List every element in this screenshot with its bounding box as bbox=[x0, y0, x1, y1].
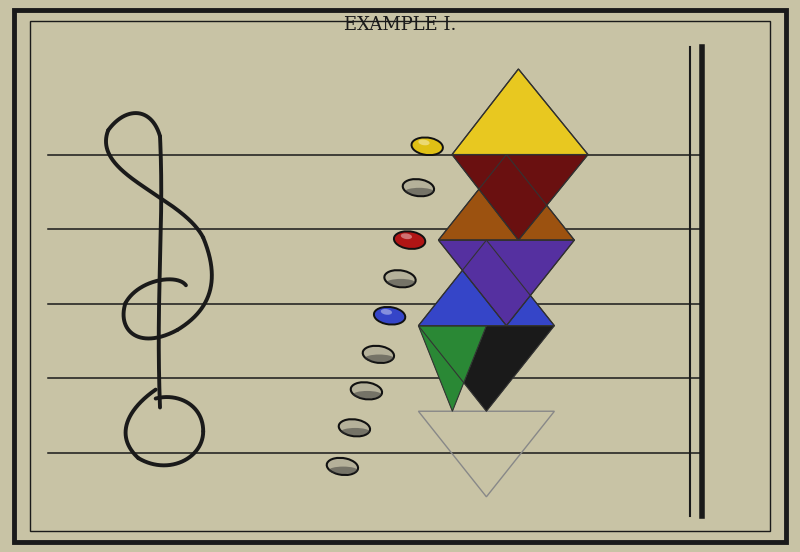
Polygon shape bbox=[438, 240, 574, 326]
Ellipse shape bbox=[353, 391, 382, 399]
Ellipse shape bbox=[365, 354, 394, 362]
Ellipse shape bbox=[341, 428, 370, 436]
Ellipse shape bbox=[401, 233, 412, 239]
Ellipse shape bbox=[362, 346, 394, 363]
Ellipse shape bbox=[411, 137, 443, 155]
Polygon shape bbox=[452, 69, 588, 155]
Ellipse shape bbox=[338, 419, 370, 437]
Ellipse shape bbox=[402, 179, 434, 197]
Ellipse shape bbox=[418, 140, 430, 145]
Ellipse shape bbox=[326, 458, 358, 475]
Ellipse shape bbox=[381, 309, 392, 315]
Polygon shape bbox=[418, 326, 486, 411]
Ellipse shape bbox=[384, 270, 416, 288]
Polygon shape bbox=[452, 155, 588, 240]
Ellipse shape bbox=[350, 382, 382, 400]
Text: EXAMPLE I.: EXAMPLE I. bbox=[344, 16, 456, 34]
Ellipse shape bbox=[405, 188, 434, 195]
Ellipse shape bbox=[394, 231, 426, 249]
Ellipse shape bbox=[329, 466, 358, 474]
Ellipse shape bbox=[386, 279, 415, 286]
Polygon shape bbox=[438, 155, 574, 240]
Polygon shape bbox=[418, 326, 554, 411]
Polygon shape bbox=[418, 240, 554, 326]
Ellipse shape bbox=[374, 307, 406, 325]
